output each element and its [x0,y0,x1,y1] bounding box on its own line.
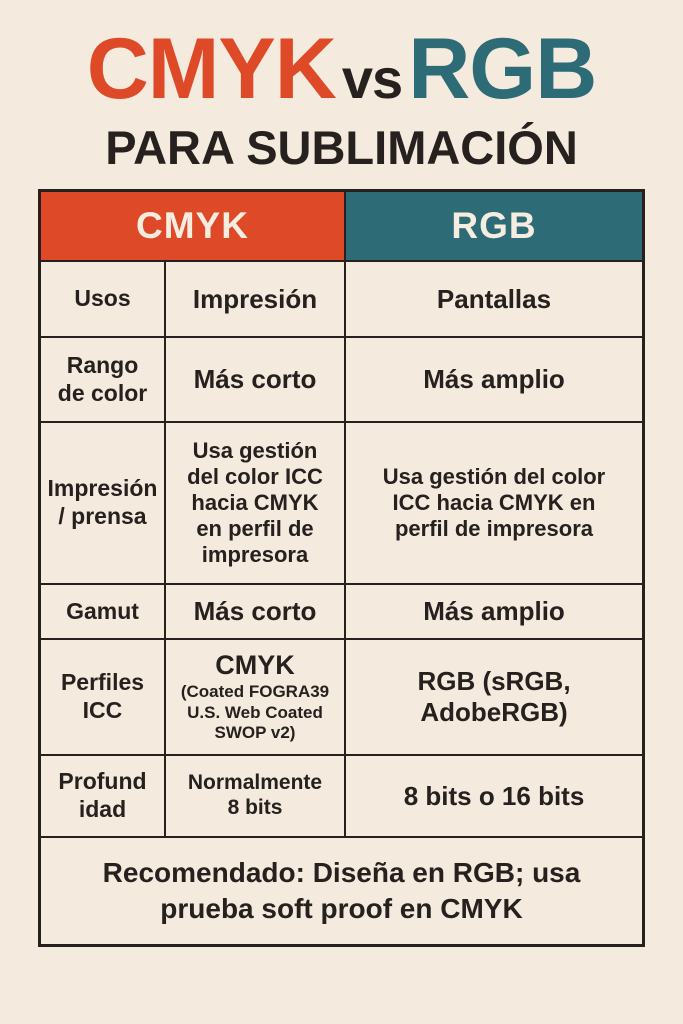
cell-rgb-usos: Pantallas [346,262,642,338]
title-vs: vs [341,47,403,110]
page-title: CMYK vsRGB [0,26,683,112]
recommendation-note: Recomendado: Diseña en RGB; usa prueba s… [102,856,581,924]
perfiles-cmyk-profiles: (Coated FOGRA39 U.S. Web Coated SWOP v2) [180,682,330,743]
cell-rgb-rango: Más amplio [346,338,642,423]
cell-rgb-impresion-prensa: Usa gestión del color ICC hacia CMYK en … [346,423,642,585]
cell-cmyk-usos: Impresión [166,262,346,338]
cell-rgb-perfiles-icc: RGB (sRGB, AdobeRGB) [346,640,642,756]
row-label-usos: Usos [41,262,166,338]
header-rgb: RGB [346,192,642,262]
cell-cmyk-profundidad: Normalmente 8 bits [166,756,346,838]
row-label-perfiles-icc: Perfiles ICC [41,640,166,756]
cell-rgb-profundidad: 8 bits o 16 bits [346,756,642,838]
row-label-profundidad: Profund idad [41,756,166,838]
row-label-gamut: Gamut [41,585,166,640]
cell-cmyk-gamut: Más corto [166,585,346,640]
cell-rgb-gamut: Más amplio [346,585,642,640]
page-subtitle: PARA SUBLIMACIÓN [105,121,578,174]
title-cmyk: CMYK [86,21,337,117]
perfiles-cmyk-main: CMYK [215,650,295,681]
row-label-impresion-prensa: Impresión / prensa [41,423,166,585]
title-rgb: RGB [408,21,597,117]
comparison-table: CMYK RGB Usos Impresión Pantallas Rango … [38,189,645,947]
header-cmyk: CMYK [41,192,346,262]
cell-cmyk-perfiles-icc: CMYK (Coated FOGRA39 U.S. Web Coated SWO… [166,640,346,756]
cell-cmyk-rango: Más corto [166,338,346,423]
row-label-rango-de-color: Rango de color [41,338,166,423]
cell-cmyk-impresion-prensa: Usa gestión del color ICC hacia CMYK en … [166,423,346,585]
